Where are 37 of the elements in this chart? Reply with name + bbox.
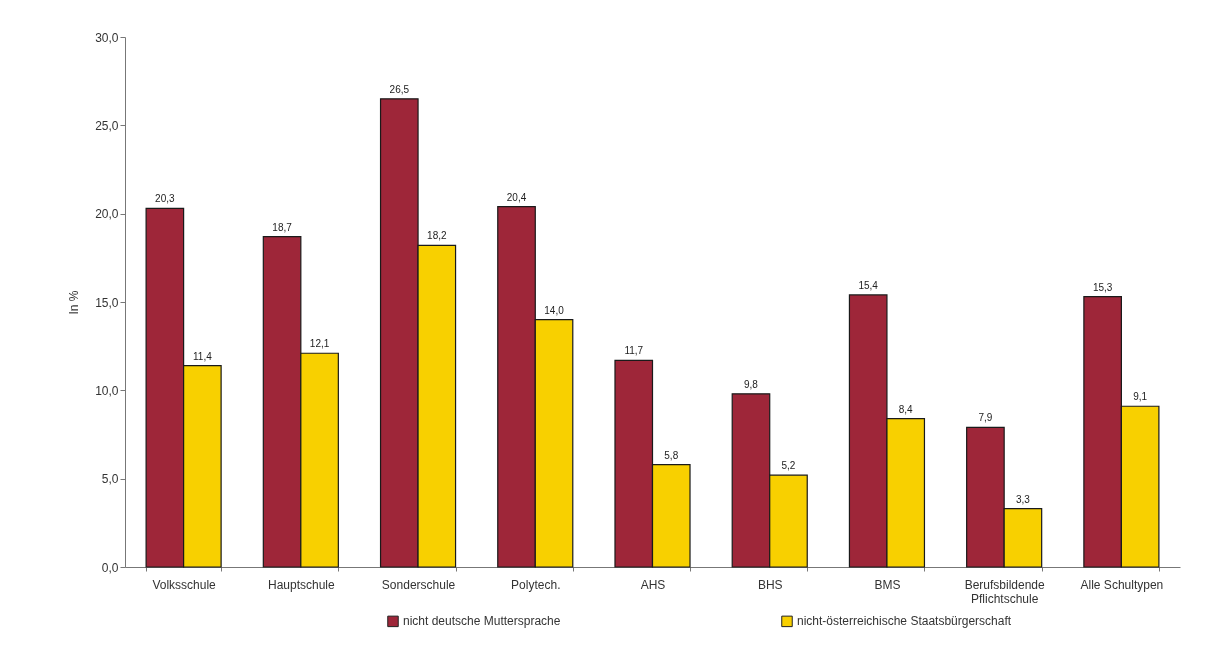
y-tick-label: 30,0 xyxy=(95,30,119,45)
x-tick-label: Hauptschule xyxy=(267,577,336,592)
y-axis-title: In % xyxy=(67,290,82,315)
data-label: 9,8 xyxy=(744,378,759,390)
y-tick-label: 20,0 xyxy=(95,207,119,222)
data-label: 15,4 xyxy=(858,279,879,291)
data-label: 5,2 xyxy=(781,460,796,472)
data-label: 20,3 xyxy=(155,193,176,205)
data-label: 8,4 xyxy=(898,403,914,415)
x-tick-label: BMS xyxy=(874,577,901,592)
x-tick-label: Polytech. xyxy=(511,577,561,592)
x-tick-label: Sonderschule xyxy=(381,577,456,592)
y-tick-label: 0,0 xyxy=(101,560,119,575)
x-tick-label: Berufsbildende Pflichtschule xyxy=(964,577,1046,606)
data-label: 9,1 xyxy=(1133,391,1148,403)
data-label: 5,8 xyxy=(664,449,679,461)
y-tick-label: 10,0 xyxy=(95,383,119,398)
x-tick-label: Volksschule xyxy=(152,577,217,592)
y-tick-label: 5,0 xyxy=(101,472,119,487)
x-tick-label: BHS xyxy=(757,577,783,592)
legend-label: nicht deutsche Muttersprache xyxy=(403,614,561,629)
data-label: 18,7 xyxy=(272,221,293,233)
data-label: 15,3 xyxy=(1092,281,1113,293)
data-label: 11,7 xyxy=(624,345,644,357)
data-label: 3,3 xyxy=(1015,493,1031,505)
data-label: 14,0 xyxy=(544,304,565,316)
x-tick-label: Alle Schultypen xyxy=(1080,577,1164,592)
y-tick-label: 25,0 xyxy=(95,118,119,133)
data-label: 20,4 xyxy=(506,191,527,203)
y-tick-label: 15,0 xyxy=(95,295,119,310)
data-label: 12,1 xyxy=(309,338,330,350)
legend-label: nicht-österreichische Staatsbürgerschaft xyxy=(797,614,1012,629)
x-tick-label: AHS xyxy=(640,577,666,592)
data-label: 11,4 xyxy=(193,350,213,362)
data-label: 18,2 xyxy=(427,230,447,242)
data-label: 7,9 xyxy=(978,412,993,424)
data-label: 26,5 xyxy=(389,83,410,95)
